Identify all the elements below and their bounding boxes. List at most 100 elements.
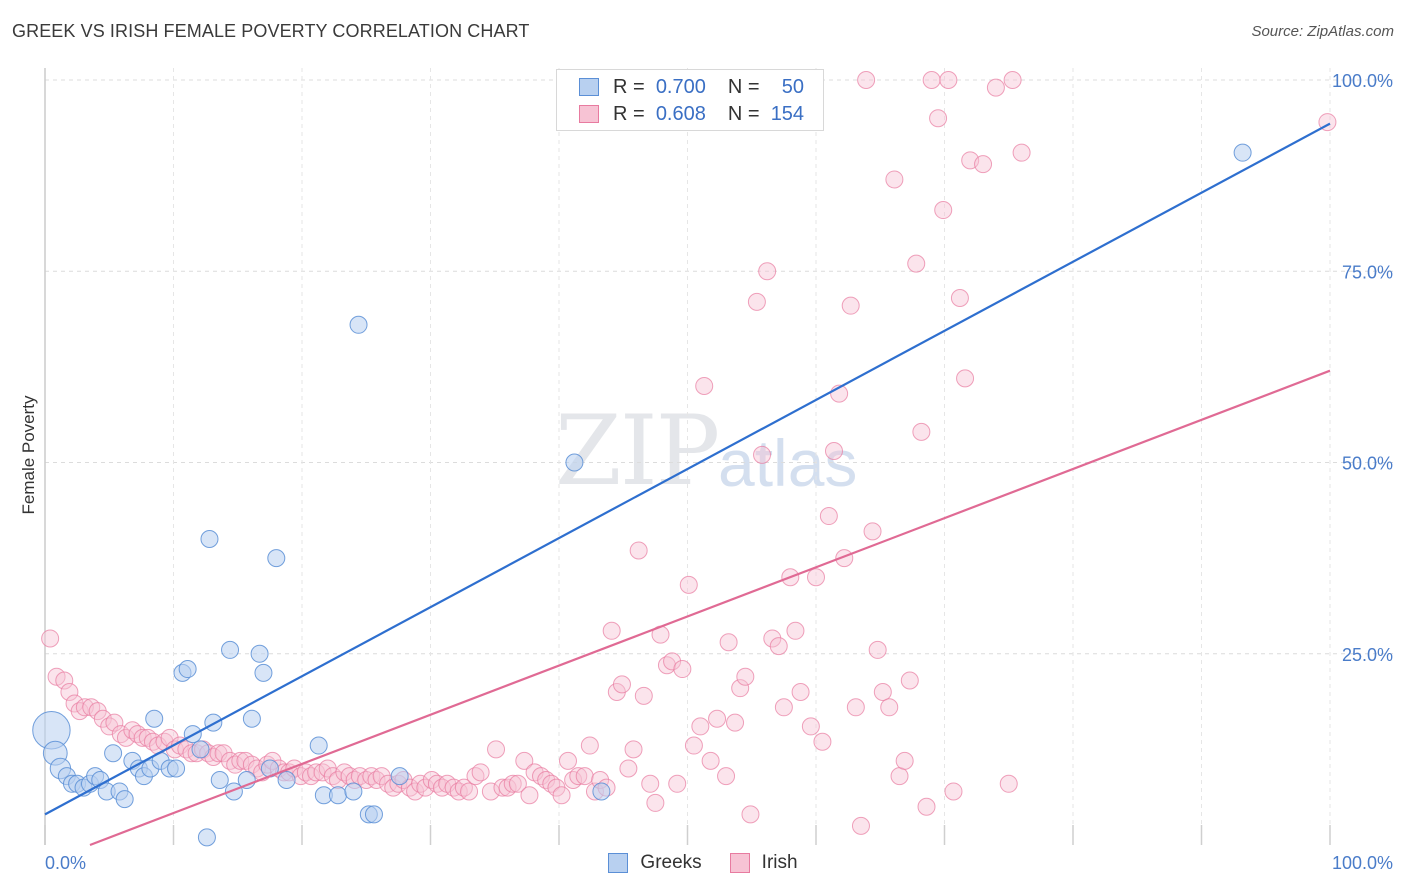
irish-point (917, 797, 936, 816)
irish-point (93, 709, 112, 728)
y-tick-label: 75.0% (1342, 262, 1393, 282)
irish-point (912, 422, 931, 441)
irish-point (986, 78, 1005, 97)
irish-point (520, 786, 539, 805)
irish-point (708, 709, 727, 728)
trend-lines (44, 122, 1331, 847)
irish-point (907, 254, 926, 273)
irish-point (944, 782, 963, 801)
watermark-zip: ZIP (555, 395, 720, 507)
greeks-point (390, 767, 409, 786)
greeks-r-value: 0.700 (655, 75, 706, 98)
greeks-r-label: R = (613, 75, 645, 98)
irish-point (939, 71, 958, 89)
irish-point (503, 774, 522, 793)
irish-point (741, 805, 760, 824)
irish-point (575, 767, 594, 786)
irish-point (1012, 143, 1031, 162)
greeks-swatch (579, 78, 599, 96)
legend-item-irish[interactable]: Irish (729, 852, 798, 874)
irish-point (133, 728, 152, 747)
irish-r-value: 0.608 (655, 102, 706, 125)
irish-point (55, 671, 74, 690)
irish-legend-label: Irish (761, 852, 798, 873)
greeks-point (191, 740, 210, 759)
irish-point (624, 740, 643, 759)
irish-point (726, 713, 745, 732)
irish-point (641, 774, 660, 793)
irish-point (801, 717, 820, 736)
irish-point (602, 621, 621, 640)
irish-point (372, 767, 391, 786)
legend-row-greeks: R = 0.700 N = 50 (579, 75, 804, 99)
x-tick-label-max: 100.0% (1332, 853, 1393, 873)
irish-point (1003, 71, 1022, 89)
irish-point (731, 679, 750, 698)
irish-point (863, 522, 882, 541)
irish-point (736, 667, 755, 686)
irish-point (824, 442, 843, 461)
irish-point (646, 793, 665, 812)
greeks-point (178, 660, 197, 679)
irish-n-value: 154 (770, 102, 805, 125)
greeks-point (200, 530, 219, 548)
y-tick-label: 50.0% (1342, 454, 1393, 474)
greeks-point (210, 770, 229, 789)
irish-point (487, 740, 506, 759)
irish-point (679, 575, 698, 594)
greeks-point (242, 709, 261, 728)
greeks-point (309, 736, 328, 755)
greeks-point (167, 759, 186, 778)
correlation-legend: R = 0.700 N = 50 R = 0.608 N = 154 (556, 69, 824, 131)
irish-point (934, 201, 953, 220)
irish-point (663, 652, 682, 671)
irish-point (786, 621, 805, 640)
irish-point (629, 541, 648, 560)
legend-item-greeks[interactable]: Greeks (608, 852, 702, 874)
greeks-point (115, 790, 134, 809)
greeks-point (221, 640, 240, 659)
irish-point (558, 751, 577, 770)
irish-point (791, 683, 810, 701)
greeks-n-value: 50 (781, 75, 805, 98)
tick-labels: 25.0% 50.0% 75.0% 100.0% 0.0% 100.0% (45, 71, 1393, 873)
axes (44, 68, 1331, 845)
greeks-point (364, 805, 383, 824)
greeks-n-label: N = (727, 75, 760, 98)
greeks-point (277, 770, 296, 789)
greeks-point (1233, 143, 1252, 162)
irish-point (634, 686, 653, 705)
irish-swatch (579, 105, 599, 123)
irish-point (819, 507, 838, 526)
irish-point (868, 640, 887, 659)
irish-point (956, 369, 975, 388)
irish-point (668, 774, 687, 793)
irish-point (807, 568, 825, 587)
irish-point (974, 155, 993, 174)
irish-point (695, 377, 714, 395)
y-axis-label: Female Poverty (19, 395, 38, 515)
greeks-point (254, 663, 273, 682)
irish-point (880, 698, 899, 717)
gridlines (45, 68, 1395, 845)
irish-point (471, 763, 490, 782)
irish-point (569, 767, 588, 786)
irish-point (673, 660, 692, 679)
y-tick-label: 100.0% (1332, 71, 1393, 91)
irish-point (619, 759, 638, 778)
irish-point (900, 671, 919, 690)
irish-point (231, 751, 250, 770)
irish-point (717, 767, 736, 786)
greeks-point (328, 786, 347, 805)
irish-point (774, 698, 793, 717)
irish-point (873, 683, 892, 701)
greeks-point (267, 549, 286, 568)
greeks-legend-label: Greeks (640, 852, 702, 873)
greeks-legend-swatch (608, 853, 629, 873)
greeks-series (32, 143, 1252, 847)
irish-point (890, 767, 909, 786)
irish-point (763, 629, 782, 648)
irish-point (60, 683, 79, 701)
irish-point (841, 296, 860, 315)
